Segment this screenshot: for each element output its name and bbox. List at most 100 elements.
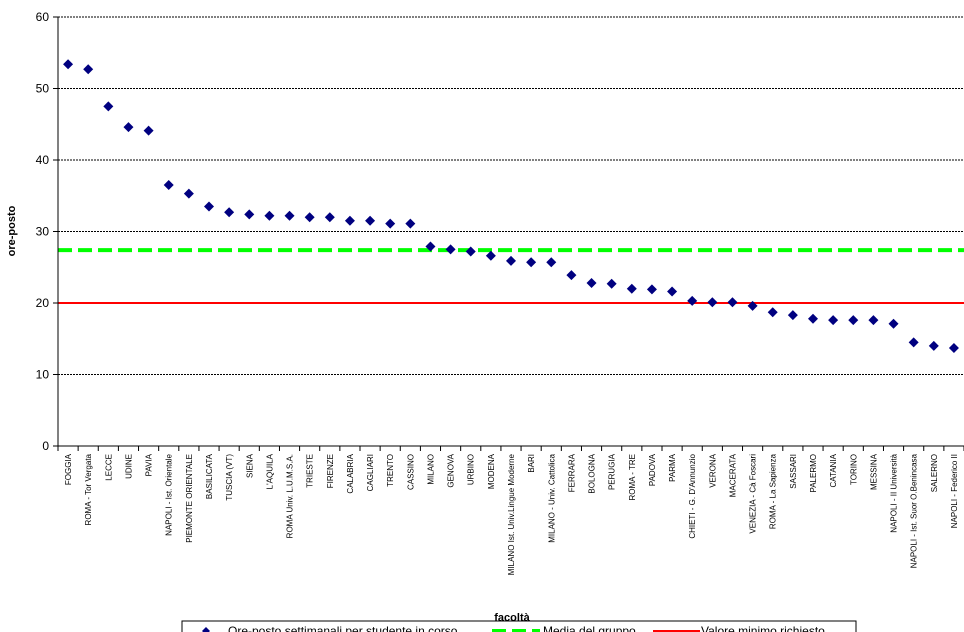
data-point (465, 246, 476, 257)
x-tick-label: CATANIA (829, 453, 838, 487)
data-point (626, 283, 637, 294)
x-tick-label: BASILICATA (205, 453, 214, 499)
data-point (143, 125, 154, 136)
data-point (566, 270, 577, 281)
x-tick-label: L'AQUILA (265, 453, 274, 489)
data-point (425, 241, 436, 252)
x-tick-label: MILANO - Univ. Cattolica (547, 453, 556, 542)
x-tick-label: FIRENZE (326, 454, 335, 488)
y-tick-label: 50 (36, 82, 50, 96)
reference-lines (58, 248, 964, 304)
x-tick-label: CHIETI - G. D'Annunzio (688, 453, 697, 538)
data-point (63, 59, 74, 70)
data-point (163, 180, 174, 191)
data-point (848, 315, 859, 326)
legend-label: Media del gruppo (543, 624, 636, 632)
x-tick-label: NAPOLI - II Università (890, 453, 899, 532)
data-point (224, 207, 235, 218)
x-tick-label: ROMA - TRE (628, 454, 637, 501)
x-tick-label: PAVIA (145, 453, 154, 476)
y-tick-label: 10 (36, 368, 50, 382)
y-tick-label: 30 (36, 225, 50, 239)
data-point (344, 215, 355, 226)
data-point (183, 188, 194, 199)
data-point (385, 218, 396, 229)
legend-marker-icon (202, 627, 210, 632)
x-tick-label: PALERMO (809, 454, 818, 493)
x-tick-label: TORINO (849, 454, 858, 485)
x-tick-label: TRIESTE (306, 454, 315, 488)
x-tick-label: PERUGIA (608, 453, 617, 490)
data-point (485, 250, 496, 261)
data-point (707, 297, 718, 308)
data-point (727, 297, 738, 308)
x-tick-label: CAGLIARI (366, 454, 375, 491)
x-tick-label: FERRARA (567, 453, 576, 492)
x-tick-label: CALABRIA (346, 453, 355, 493)
data-point (284, 210, 295, 221)
x-tick-label: PIEMONTE ORIENTALE (185, 454, 194, 543)
data-point (747, 300, 758, 311)
data-point (405, 218, 416, 229)
x-tick-label: BARI (527, 454, 536, 473)
x-tick-label: UDINE (124, 454, 133, 479)
data-point (506, 255, 516, 266)
x-tick-label: TUSCIA (VT) (225, 454, 234, 501)
gridlines (53, 16, 964, 447)
x-tick-label: ROMA - La Sapienza (769, 453, 778, 529)
x-tick-label: TRENTO (386, 454, 395, 487)
x-tick-label: VENEZIA - Cà Foscari (749, 454, 758, 534)
x-tick-label: MILANO (426, 454, 435, 485)
data-point (646, 284, 657, 295)
data-point (365, 215, 376, 226)
x-tick-labels: FOGGIA ROMA - Tor Vergata LECCE UDINE PAVIA N… (64, 453, 959, 575)
data-point (808, 313, 818, 324)
data-point (586, 277, 597, 288)
data-point (908, 337, 919, 348)
x-tick-label: MACERATA (728, 453, 737, 497)
y-tick-labels: 0 10 20 30 40 50 60 (36, 10, 50, 453)
axes (57, 17, 964, 451)
data-point (83, 64, 94, 75)
y-axis-title: ore-posto (6, 205, 18, 256)
x-tick-label: PADOVA (648, 453, 657, 486)
x-tick-label: URBINO (467, 454, 476, 485)
x-tick-label: NAPOLI - Ist. Orientale (165, 453, 174, 535)
data-point (445, 244, 456, 255)
data-point (526, 257, 537, 268)
data-point (546, 257, 557, 268)
data-point (868, 315, 879, 326)
data-point (244, 209, 255, 220)
x-tick-label: SIENA (245, 453, 254, 478)
legend-label: Ore-posto settimanali per studente in co… (228, 624, 458, 632)
legend-box (181, 620, 857, 632)
x-tick-label: MILANO Ist. Univ.Lingue Moderne (507, 453, 516, 575)
data-point (767, 307, 778, 318)
y-tick-label: 20 (36, 296, 50, 310)
legend-label: Valore minimo richiesto (701, 624, 825, 632)
y-tick-label: 0 (42, 439, 49, 453)
x-tick-label: VERONA (708, 453, 717, 487)
data-point (204, 201, 214, 212)
legend: Ore-posto settimanali per studente in co… (181, 620, 857, 632)
data-points (63, 59, 959, 354)
data-point (687, 295, 698, 306)
data-point (324, 212, 335, 223)
x-tick-label: SASSARI (789, 454, 798, 489)
x-tick-label: MODENA (487, 453, 496, 489)
data-point (103, 101, 114, 112)
x-tick-label: NAPOLI - Ist. Suor O.Benincasa (910, 453, 919, 568)
y-tick-label: 60 (36, 10, 50, 24)
data-point (828, 315, 839, 326)
x-tick-label: LECCE (104, 454, 113, 481)
x-tick-label: CASSINO (406, 454, 415, 490)
data-point (667, 286, 678, 297)
x-tick-label: PARMA (668, 453, 677, 482)
x-tick-label: ROMA - Tor Vergata (84, 453, 93, 525)
x-tick-label: MESSINA (869, 453, 878, 490)
data-point (888, 318, 899, 329)
data-point (606, 278, 617, 289)
x-tick-label: SALERNO (930, 454, 939, 492)
data-point (304, 212, 315, 223)
